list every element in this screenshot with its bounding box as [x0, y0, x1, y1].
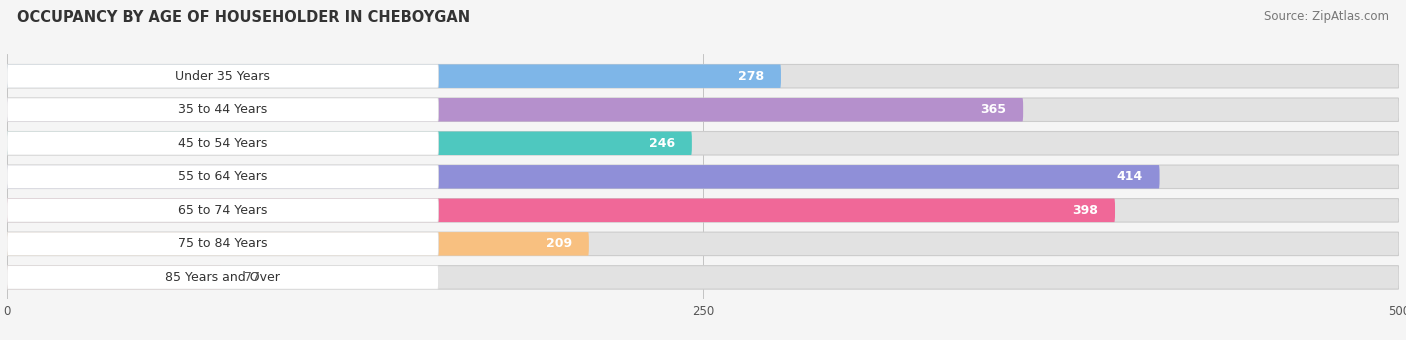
- FancyBboxPatch shape: [7, 65, 780, 88]
- Text: Under 35 Years: Under 35 Years: [176, 70, 270, 83]
- Text: 55 to 64 Years: 55 to 64 Years: [179, 170, 267, 183]
- FancyBboxPatch shape: [7, 165, 1160, 189]
- FancyBboxPatch shape: [7, 132, 692, 155]
- FancyBboxPatch shape: [7, 232, 439, 256]
- FancyBboxPatch shape: [7, 132, 439, 155]
- FancyBboxPatch shape: [7, 132, 1399, 155]
- Text: OCCUPANCY BY AGE OF HOUSEHOLDER IN CHEBOYGAN: OCCUPANCY BY AGE OF HOUSEHOLDER IN CHEBO…: [17, 10, 470, 25]
- Text: 75 to 84 Years: 75 to 84 Years: [179, 237, 267, 250]
- Text: 278: 278: [738, 70, 765, 83]
- Text: 65 to 74 Years: 65 to 74 Years: [179, 204, 267, 217]
- Text: 35 to 44 Years: 35 to 44 Years: [179, 103, 267, 116]
- Text: 45 to 54 Years: 45 to 54 Years: [179, 137, 267, 150]
- FancyBboxPatch shape: [7, 232, 589, 256]
- FancyBboxPatch shape: [7, 165, 1399, 189]
- FancyBboxPatch shape: [7, 65, 1399, 88]
- FancyBboxPatch shape: [7, 199, 1115, 222]
- FancyBboxPatch shape: [7, 266, 1399, 289]
- FancyBboxPatch shape: [7, 165, 439, 189]
- FancyBboxPatch shape: [7, 98, 439, 121]
- Text: 398: 398: [1073, 204, 1098, 217]
- Text: 365: 365: [980, 103, 1007, 116]
- Text: 246: 246: [650, 137, 675, 150]
- FancyBboxPatch shape: [7, 98, 1399, 121]
- FancyBboxPatch shape: [7, 98, 1024, 121]
- FancyBboxPatch shape: [7, 199, 439, 222]
- FancyBboxPatch shape: [7, 266, 439, 289]
- Text: 85 Years and Over: 85 Years and Over: [166, 271, 280, 284]
- FancyBboxPatch shape: [7, 199, 1399, 222]
- FancyBboxPatch shape: [7, 65, 439, 88]
- Text: 414: 414: [1116, 170, 1143, 183]
- Text: 77: 77: [243, 271, 260, 284]
- Text: Source: ZipAtlas.com: Source: ZipAtlas.com: [1264, 10, 1389, 23]
- FancyBboxPatch shape: [7, 232, 1399, 256]
- FancyBboxPatch shape: [7, 266, 221, 289]
- Text: 209: 209: [546, 237, 572, 250]
